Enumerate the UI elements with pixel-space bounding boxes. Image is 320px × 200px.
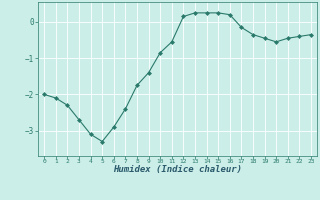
X-axis label: Humidex (Indice chaleur): Humidex (Indice chaleur) [113, 165, 242, 174]
